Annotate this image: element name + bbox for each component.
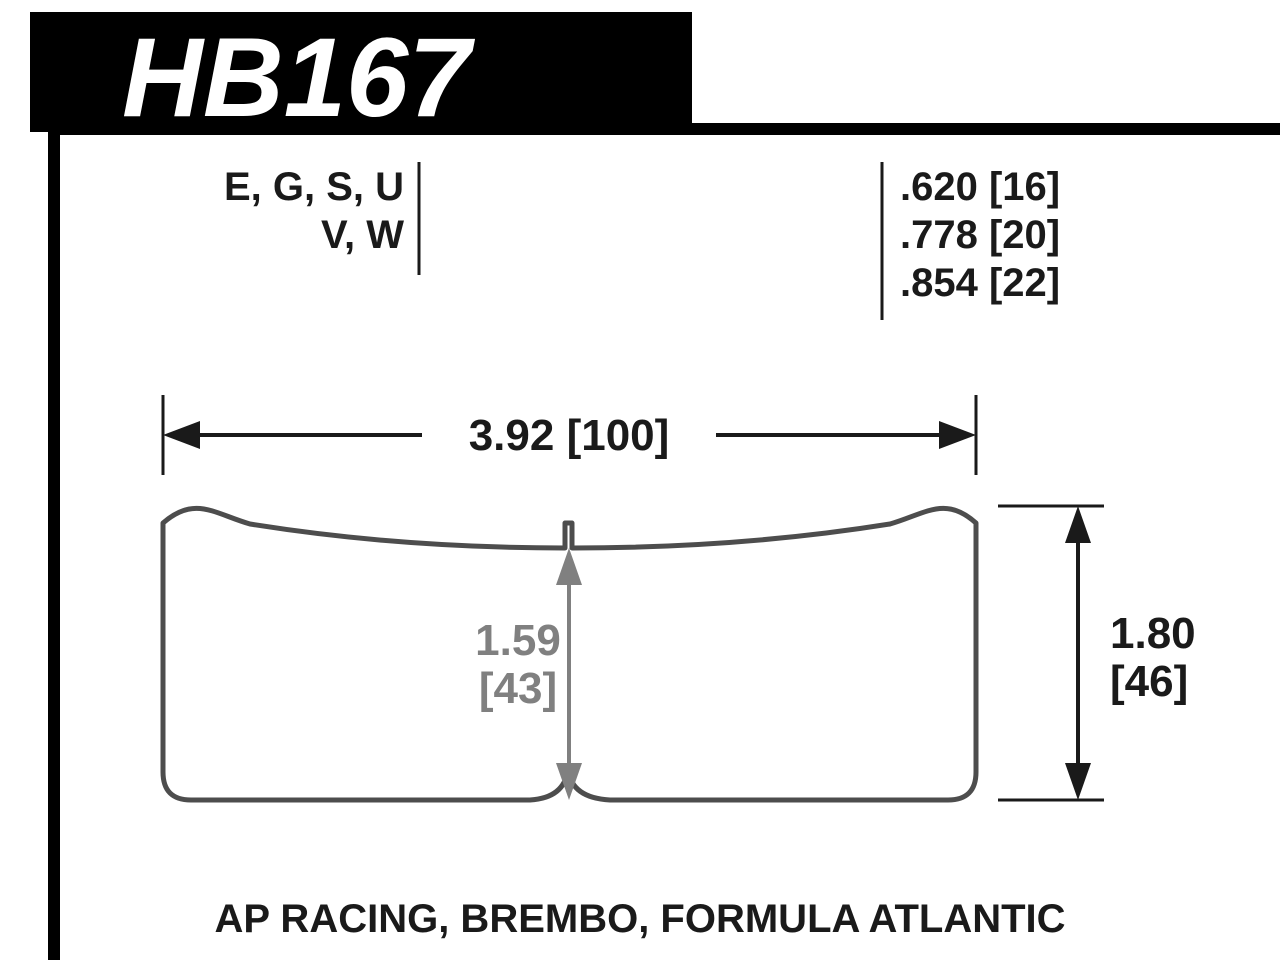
compounds-line2: V, W bbox=[321, 213, 404, 257]
inner-height-value: 1.59 bbox=[475, 616, 561, 665]
thickness-2: .778 [20] bbox=[900, 213, 1060, 257]
compounds-line1: E, G, S, U bbox=[224, 165, 404, 209]
arrow-down-icon bbox=[1065, 763, 1091, 800]
outer-height-mm: [46] bbox=[1110, 657, 1188, 706]
frame-left bbox=[48, 123, 60, 960]
arrow-right-icon bbox=[939, 421, 976, 449]
arrow-up-icon bbox=[1065, 506, 1091, 543]
applications-text: AP RACING, BREMBO, FORMULA ATLANTIC bbox=[214, 897, 1065, 941]
spec-diagram: HB167 E, G, S, U V, W .620 [16] .778 [20… bbox=[0, 0, 1280, 960]
inner-height-mm: [43] bbox=[479, 664, 557, 713]
outer-height-value: 1.80 bbox=[1110, 609, 1196, 658]
arrow-left-icon bbox=[163, 421, 200, 449]
width-dim-value: 3.92 [100] bbox=[469, 411, 670, 460]
part-number: HB167 bbox=[122, 15, 475, 140]
outer-height-dimension: 1.80 [46] bbox=[998, 506, 1196, 800]
arrow-down-icon bbox=[556, 763, 582, 800]
thickness-3: .854 [22] bbox=[900, 261, 1060, 305]
inner-height-dimension: 1.59 [43] bbox=[475, 548, 582, 800]
width-dimension: 3.92 [100] bbox=[163, 395, 976, 475]
arrow-up-icon bbox=[556, 548, 582, 585]
thickness-1: .620 [16] bbox=[900, 165, 1060, 209]
